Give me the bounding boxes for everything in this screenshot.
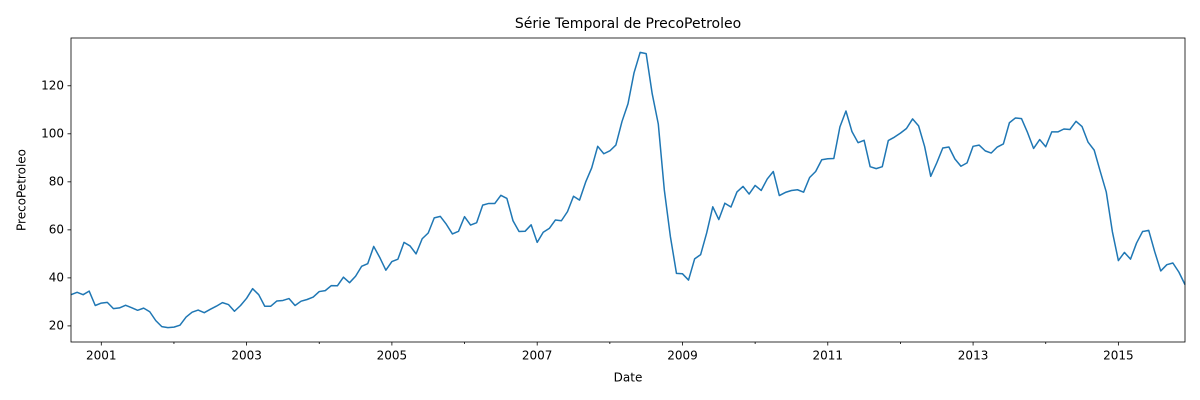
x-axis-label: Date xyxy=(614,371,643,385)
y-tick-label: 80 xyxy=(49,174,64,188)
chart-title: Série Temporal de PrecoPetroleo xyxy=(515,16,741,32)
y-tick-label: 100 xyxy=(41,126,64,140)
x-tick-label: 2009 xyxy=(667,349,698,363)
plot-frame xyxy=(70,37,1186,343)
x-tick-label: 2005 xyxy=(377,349,408,363)
x-tick-label: 2013 xyxy=(958,349,989,363)
y-tick-label: 20 xyxy=(49,318,64,332)
x-tick-label: 2011 xyxy=(813,349,844,363)
x-tick-label: 2003 xyxy=(231,349,262,363)
y-tick-label: 40 xyxy=(49,270,64,284)
x-tick-label: 2015 xyxy=(1103,349,1134,363)
y-tick-label: 60 xyxy=(49,222,64,236)
y-axis-label: PrecoPetroleo xyxy=(15,149,29,231)
price-line xyxy=(70,51,1186,329)
y-tick-label: 120 xyxy=(41,78,64,92)
x-tick-label: 2007 xyxy=(522,349,553,363)
x-tick-label: 2001 xyxy=(86,349,117,363)
